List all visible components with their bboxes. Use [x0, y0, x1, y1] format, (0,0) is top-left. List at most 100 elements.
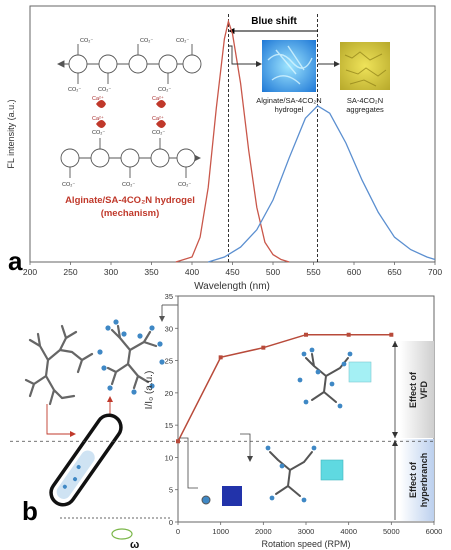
effect-vfd-box [400, 341, 434, 438]
sugar-ring [176, 148, 196, 168]
co2-label: CO₂⁻ [80, 38, 93, 44]
vfd-tube-icon [49, 413, 123, 507]
plot-a-x-tick-label: 300 [104, 267, 118, 277]
plot-to-dendrimer-connector-head [159, 316, 165, 322]
co2-label: CO₂⁻ [158, 87, 171, 93]
plot-a-x-tick-label: 250 [63, 267, 77, 277]
dendrimer-to-tube-arrowhead [70, 431, 76, 437]
mechanism-title-line1: Alginate/SA-4CO₂N hydrogel [65, 195, 195, 206]
plot-b-marker [176, 439, 180, 444]
chain-top-arrow-left [56, 60, 65, 68]
plot-b-y-tick-label: 5 [169, 486, 173, 495]
plot-b-blue-swatch [222, 486, 242, 506]
plot-b-inset-connector [180, 437, 198, 489]
plot-b-x-label: Rotation speed (RPM) [261, 539, 350, 549]
sugar-ring [68, 54, 88, 74]
plot-a-hydrogel-curve [175, 18, 290, 263]
plot-a-blue-shift-label: Blue shift [251, 16, 297, 27]
tube-to-loaded-arrowhead [107, 396, 113, 402]
calcium-bridge-icon [96, 100, 106, 108]
sugar-ring [120, 148, 140, 168]
effect-hyperbranch-box [400, 439, 434, 521]
plot-b-y-tick-label: 0 [169, 518, 173, 527]
co2-label: CO₂⁻ [178, 182, 191, 188]
co2-label: CO₂⁻ [62, 182, 75, 188]
plot-a-x-tick-label: 700 [428, 267, 442, 277]
plot-b-inset-connector [240, 433, 251, 458]
plot-b-x-tick-label: 4000 [340, 527, 357, 536]
plot-b-marker [389, 332, 394, 337]
hydrogel-label-line2: hydrogel [275, 105, 304, 114]
aggregates-label-line2: aggregates [346, 105, 384, 114]
co2-label: CO₂⁻ [68, 87, 81, 93]
sugar-ring [98, 54, 118, 74]
hydrogel-connector-head [256, 61, 262, 67]
plot-a-x-tick-label: 200 [23, 267, 37, 277]
omega-label: ω [130, 539, 139, 550]
plot-b-x-tick-label: 2000 [255, 527, 272, 536]
mechanism-title-line2: (mechanism) [101, 208, 160, 219]
plot-a-x-tick-label: 600 [347, 267, 361, 277]
plot-b-x-tick-label: 6000 [426, 527, 443, 536]
effect-vfd-line1: Effect of [408, 371, 418, 408]
plot-a-x-tick-label: 350 [144, 267, 158, 277]
effect-vfd-line2: VFD [419, 380, 429, 399]
co2-label: CO₂⁻ [152, 130, 165, 136]
panel-b: b [10, 292, 442, 550]
co2-label: CO₂⁻ [122, 182, 135, 188]
dendrimer-loaded-icon [97, 319, 165, 395]
plot-b-y-tick-label: 20 [165, 389, 173, 398]
sugar-ring [90, 148, 110, 168]
mechanism-schematic [56, 44, 202, 178]
sugar-ring [158, 54, 178, 74]
co2-label: CO₂⁻ [140, 38, 153, 44]
carboxylate-labels: CO₂⁻ CO₂⁻ CO₂⁻ CO₂⁻ CO₂⁻ CO₂⁻ CO₂⁻ CO₂⁻ … [62, 38, 191, 188]
plot-b-marker [261, 345, 266, 350]
effect-vfd-bracket-head [392, 341, 398, 347]
effect-hyper-line2: hyperbranch [419, 453, 429, 508]
rotation-icon [111, 528, 133, 540]
calcium-bridge-icon [156, 120, 166, 128]
panel-b-letter: b [22, 496, 38, 526]
sugar-ring [150, 148, 170, 168]
hydrogel-label-line1: Alginate/SA-4CO₂N [256, 96, 321, 105]
plot-a-x-label: Wavelength (nm) [194, 281, 270, 292]
dendrimer-to-tube-arrow [46, 404, 72, 435]
plot-a-aggregates-curve [208, 104, 436, 263]
calcium-bridge-icon [156, 100, 166, 108]
aggregates-connector-head [334, 61, 340, 67]
plot-b-intensity-line [177, 333, 392, 442]
sugar-ring [182, 54, 202, 74]
plot-b-y-tick-label: 25 [165, 357, 173, 366]
sugar-ring [60, 148, 80, 168]
aggregates-photo [340, 42, 390, 90]
plot-b-markers [176, 332, 394, 444]
effect-hyper-line1: Effect of [408, 461, 418, 498]
plot-b-cyan-swatch-low [320, 459, 344, 481]
calcium-label: Ca²⁺ [92, 95, 104, 102]
plot-b-y-tick-label: 30 [165, 324, 173, 333]
plot-b-y-label: I/I₀ (a.u.) [144, 371, 155, 410]
plot-a-x-tick-label: 650 [387, 267, 401, 277]
plot-b-single-molecule-icon [201, 495, 211, 505]
plot-a-x-ticks: 200 250 300 350 400 450 500 550 600 650 700 [23, 262, 442, 277]
hydrogel-photo-texture [267, 45, 313, 85]
dendrimer-plain-icon [24, 324, 94, 406]
calcium-bridges: Ca²⁺ Ca²⁺ Ca²⁺ Ca²⁺ [92, 95, 166, 128]
co2-label: CO₂⁻ [98, 87, 111, 93]
plot-b-dendrimer-high [297, 347, 353, 409]
plot-b-x-tick-label: 1000 [212, 527, 229, 536]
plot-a-x-tick-label: 550 [306, 267, 320, 277]
panel-a: 200 250 300 350 400 450 500 550 600 650 700 Wavele… [6, 5, 442, 292]
plot-b-y-tick-label: 15 [165, 421, 173, 430]
calcium-label: Ca²⁺ [92, 115, 104, 122]
plot-b-marker [218, 355, 223, 360]
plot-b-marker [304, 332, 308, 337]
co2-label: CO₂⁻ [176, 38, 189, 44]
panel-a-letter: a [8, 246, 23, 276]
calcium-bridge-icon [96, 120, 106, 128]
plot-b-frame [177, 295, 435, 523]
hydrogel-connector [229, 45, 258, 65]
co2-label: CO₂⁻ [92, 130, 105, 136]
